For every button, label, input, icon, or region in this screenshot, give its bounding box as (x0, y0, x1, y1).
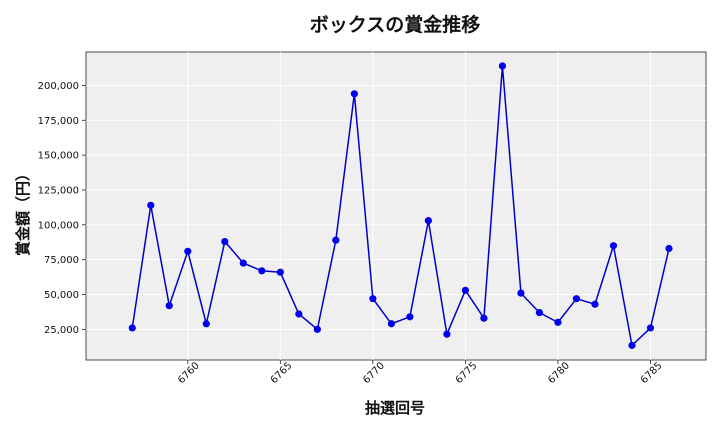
y-tick-label: 25,000 (44, 325, 79, 336)
data-point (424, 217, 432, 225)
y-tick-label: 125,000 (38, 185, 79, 196)
y-tick-label: 175,000 (38, 116, 79, 127)
data-point (646, 324, 655, 332)
data-point (147, 201, 155, 209)
x-axis: 6760 6765 6770 6775 6780 6785 (176, 360, 665, 386)
data-point (665, 244, 673, 253)
data-point (165, 302, 173, 310)
data-point (406, 313, 414, 321)
data-point (498, 62, 507, 70)
data-point (517, 289, 525, 297)
data-point (184, 247, 192, 255)
data-point (276, 268, 284, 276)
chart-title: ボックスの賞金推移 (310, 13, 480, 36)
y-tick-label: 200,000 (38, 81, 79, 92)
data-point (609, 242, 618, 250)
y-axis-label: 賞金額（円） (14, 166, 32, 256)
data-point (480, 314, 488, 322)
plot-area (85, 51, 707, 361)
data-point (295, 310, 303, 318)
y-tick-label: 100,000 (38, 220, 79, 231)
data-point (591, 300, 599, 308)
series-layer (128, 62, 673, 349)
x-tick-label: 6760 (176, 360, 202, 386)
data-point (332, 236, 340, 244)
x-tick-label: 6785 (639, 360, 665, 386)
data-point (572, 295, 581, 303)
data-point (554, 318, 562, 326)
data-point (443, 330, 451, 338)
data-point (313, 325, 321, 333)
y-tick-label: 150,000 (38, 151, 79, 162)
y-tick-label: 50,000 (44, 290, 79, 301)
x-tick-label: 6780 (546, 360, 572, 386)
y-tick-label: 75,000 (44, 255, 79, 266)
x-tick-label: 6775 (454, 360, 480, 386)
data-point (461, 286, 470, 294)
data-point (350, 90, 358, 98)
data-point (258, 267, 266, 275)
data-point (628, 341, 636, 349)
data-point (535, 309, 544, 317)
data-point (128, 324, 136, 332)
y-axis: 25,000 50,000 75,000 100,000 125,000 150,000 1… (38, 81, 86, 336)
x-tick-label: 6765 (269, 360, 295, 386)
data-point (239, 259, 247, 267)
x-tick-label: 6770 (361, 360, 387, 386)
x-axis-label: 抽選回号 (365, 399, 425, 417)
data-point (202, 320, 210, 328)
data-point (369, 295, 377, 303)
data-point (387, 320, 395, 328)
data-point (221, 237, 229, 246)
